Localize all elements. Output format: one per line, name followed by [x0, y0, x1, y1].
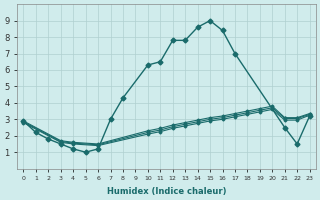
- X-axis label: Humidex (Indice chaleur): Humidex (Indice chaleur): [107, 187, 226, 196]
